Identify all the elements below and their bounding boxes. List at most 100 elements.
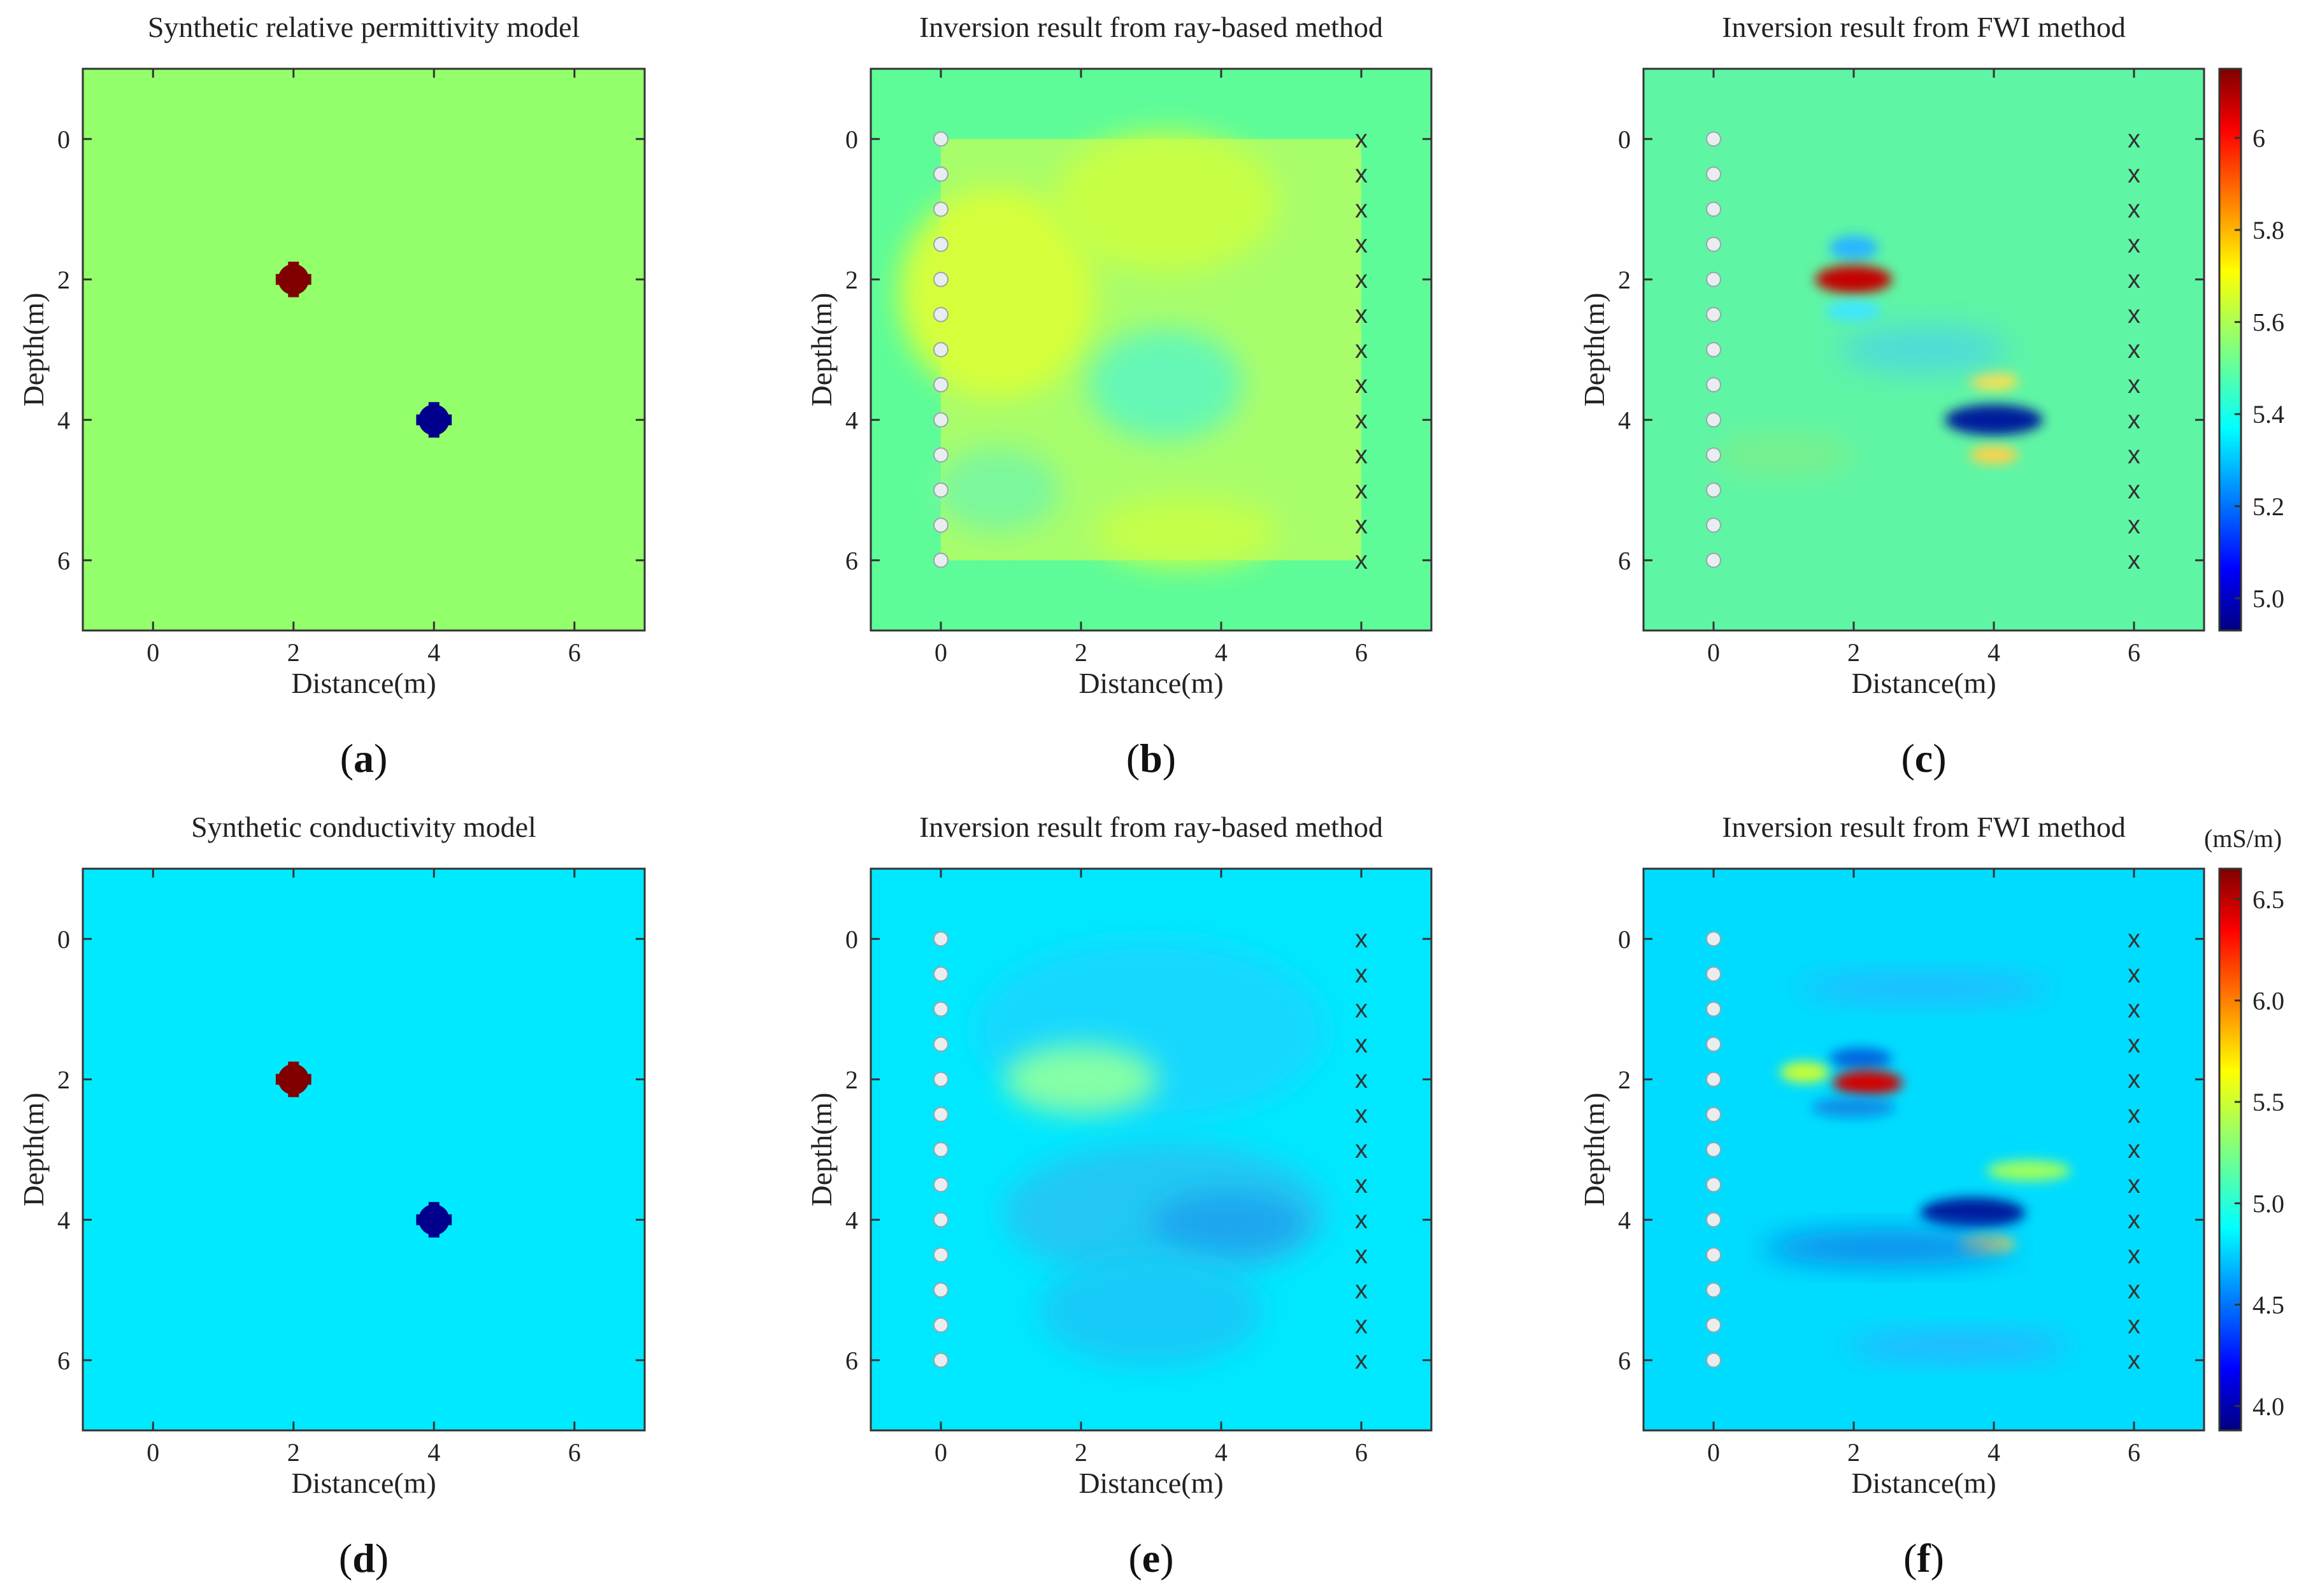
y-tick-label: 4 [1618,406,1631,434]
panel-caption: (f) [1903,1535,1944,1581]
x-axis-label: Distance(m) [1078,1467,1223,1499]
colorbar-frame [2218,68,2242,632]
field-anomaly [1815,265,1893,294]
source-marker [933,966,949,982]
panel-title: Inversion result from FWI method [1722,811,2126,843]
receiver-marker: x [2128,1241,2140,1269]
receiver-marker: x [1355,511,1368,539]
x-tick-label: 0 [147,638,159,667]
source-marker [933,931,949,947]
colorbar-gradient [2219,69,2241,631]
field-anomaly [1833,1070,1903,1096]
y-tick-label: 4 [845,406,858,434]
source-marker [933,201,949,217]
colorbar-tick-label: 5.2 [2252,492,2284,521]
source-marker [933,552,949,568]
receiver-marker: x [1355,995,1368,1023]
source-marker [1706,1036,1721,1052]
receiver-marker: x [2128,1101,2140,1129]
y-tick-label: 6 [1618,546,1631,575]
source-marker [1706,342,1721,357]
receiver-marker: x [1355,1101,1368,1129]
y-tick-label: 0 [57,125,70,153]
y-tick-label: 6 [57,546,70,575]
source-marker [933,342,949,357]
receiver-marker: x [1355,1346,1368,1374]
receiver-marker: x [2128,160,2140,188]
source-marker [933,517,949,533]
receiver-marker: x [2128,511,2140,539]
field-anomaly [1095,497,1277,567]
x-tick-label: 2 [1075,1438,1087,1467]
receiver-marker: x [2128,1311,2140,1339]
receiver-marker: x [2128,1171,2140,1199]
field-anomaly [1829,1048,1893,1069]
heatmap-field [1644,869,2204,1430]
source-marker [933,131,949,147]
receiver-marker: x [2128,125,2140,153]
y-axis-label: Depth(m) [1578,1093,1610,1207]
source-marker [933,447,949,463]
source-marker [933,166,949,182]
x-tick-label: 0 [147,1438,159,1467]
y-tick-label: 2 [845,1065,858,1094]
source-marker [933,1282,949,1298]
source-marker [1706,271,1721,287]
source-marker [933,236,949,252]
y-tick-label: 2 [845,266,858,294]
field-anomaly [1039,1255,1263,1367]
heatmap-field [871,869,1431,1430]
panel-e: Inversion result from ray-based method 0… [805,811,1433,1581]
field-anomaly [1714,434,1854,476]
x-axis-label: Distance(m) [1851,1467,1996,1499]
receiver-marker: x [1355,546,1368,574]
plot-frame [870,68,1433,632]
x-tick-label: 4 [1215,638,1228,667]
receiver-marker: x [2128,371,2140,399]
colorbar: 4.0 4.5 5.0 5.5 6.0 6.5 [2218,867,2284,1432]
colorbar-unit: (mS/m) [2204,824,2282,853]
y-axis-label: Depth(m) [1578,293,1610,407]
receiver-marker: x [1355,1136,1368,1164]
x-tick-label: 2 [1075,638,1087,667]
x-tick-label: 0 [935,1438,947,1467]
receiver-marker: x [1355,1065,1368,1094]
source-marker [1706,552,1721,568]
y-tick-label: 4 [57,1206,70,1234]
x-tick-label: 2 [287,638,300,667]
source-marker [1706,1247,1721,1263]
caption-letter: f [1917,1535,1931,1581]
receiver-marker: x [1355,371,1368,399]
source-marker [933,1036,949,1052]
receiver-marker: x [2128,1136,2140,1164]
receiver-marker: x [2128,1206,2140,1234]
caption-letter: b [1140,736,1163,781]
x-tick-label: 4 [427,638,440,667]
receiver-marker: x [2128,995,2140,1023]
source-marker [1706,1317,1721,1333]
background-field [83,69,645,631]
field-anomaly [1826,300,1882,322]
heatmap-field [83,869,645,1430]
caption-letter: e [1142,1535,1160,1581]
panel-title: Inversion result from ray-based method [919,811,1383,843]
low-anomaly [416,1202,452,1238]
colorbar-tick-label: 5.0 [2252,584,2284,613]
source-marker [1706,517,1721,533]
colorbar-tick-label: 5.5 [2252,1088,2284,1116]
receiver-marker: x [1355,1206,1368,1234]
low-anomaly [416,402,452,438]
background-field [83,869,645,1430]
heatmap-area: 0 2 4 6 0 2 4 6 [57,68,646,667]
colorbar-tick-label: 5.6 [2252,308,2284,337]
receiver-marker: x [1355,160,1368,188]
field-anomaly [1969,446,2019,464]
plot-frame [1642,867,2205,1432]
receiver-marker: x [2128,925,2140,953]
field-anomaly [1847,1332,2071,1360]
source-marker [933,271,949,287]
source-marker [1706,1212,1721,1228]
x-axis-label: Distance(m) [1851,667,1996,699]
y-tick-label: 2 [1618,1065,1631,1094]
